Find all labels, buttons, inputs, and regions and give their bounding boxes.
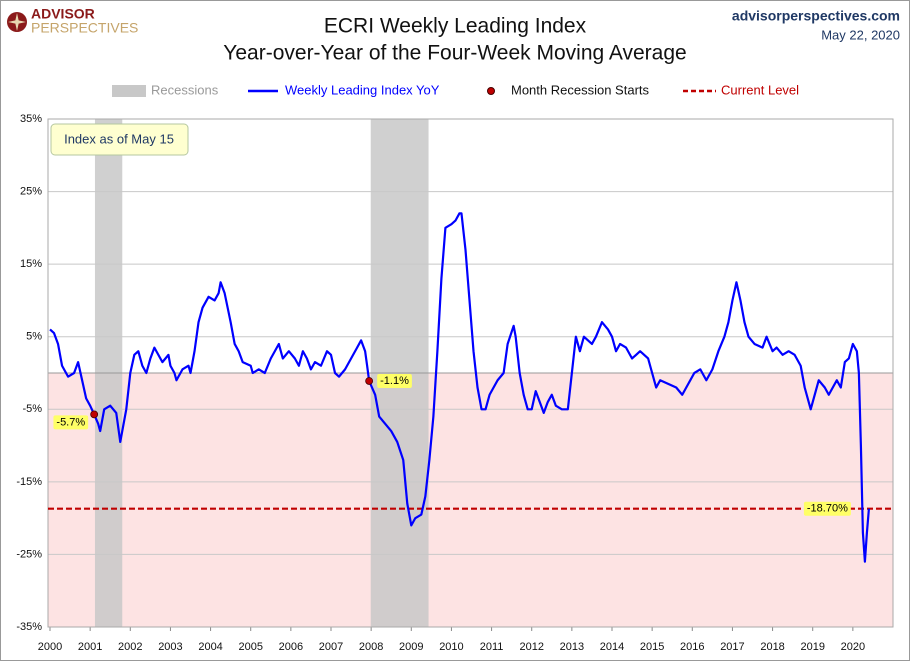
x-tick-label: 2015 xyxy=(640,641,664,653)
x-tick-label: 2003 xyxy=(158,641,182,653)
data-label-box xyxy=(377,373,412,388)
y-tick-label: 25% xyxy=(20,185,42,197)
x-tick-label: 2016 xyxy=(680,641,704,653)
x-tick-label: 2010 xyxy=(439,641,463,653)
logo-top: ADVISOR xyxy=(31,6,95,22)
chart-title: ECRI Weekly Leading Index xyxy=(324,15,587,38)
annotation-box xyxy=(50,123,189,156)
plot-border xyxy=(47,118,894,628)
data-label: -1.1% xyxy=(380,375,409,387)
site: advisorperspectives.com xyxy=(732,8,900,24)
x-tick-label: 2013 xyxy=(560,641,584,653)
legend-swatch xyxy=(487,87,495,95)
recession-start-dot xyxy=(90,410,99,419)
x-tick-label: 2004 xyxy=(198,641,222,653)
logo-bottom: PERSPECTIVES xyxy=(31,20,138,36)
logo: ADVISOR PERSPECTIVES xyxy=(7,6,138,36)
data-label: -5.7% xyxy=(56,416,85,428)
x-tick-label: 2007 xyxy=(319,641,343,653)
x-tick-label: 2017 xyxy=(720,641,744,653)
x-tick-label: 2011 xyxy=(480,641,504,653)
date: May 22, 2020 xyxy=(821,27,900,42)
x-tick-label: 2001 xyxy=(78,641,102,653)
x-tick-label: 2005 xyxy=(238,641,262,653)
legend-label: Recessions xyxy=(151,82,219,97)
x-tick-label: 2006 xyxy=(279,641,303,653)
x-tick-label: 2009 xyxy=(399,641,423,653)
data-label-box xyxy=(53,415,89,430)
logo-compass xyxy=(8,13,26,31)
y-tick-label: -5% xyxy=(22,403,42,415)
annotation: Index as of May 15 xyxy=(64,131,174,146)
x-tick-label: 2008 xyxy=(359,641,383,653)
x-tick-label: 2018 xyxy=(760,641,784,653)
data-label: -18.70% xyxy=(807,503,848,515)
chart-subtitle: Year-over-Year of the Four-Week Moving A… xyxy=(223,42,686,65)
legend-label: Weekly Leading Index YoY xyxy=(285,82,440,97)
negative-region xyxy=(48,373,893,627)
legend-swatch xyxy=(112,85,146,97)
y-tick-label: -35% xyxy=(16,621,42,633)
y-tick-label: 15% xyxy=(20,258,42,270)
data-label-box xyxy=(803,501,851,516)
x-tick-label: 2014 xyxy=(600,641,624,653)
legend-label: Month Recession Starts xyxy=(511,82,650,97)
series-line xyxy=(49,212,871,563)
recession-start-dot xyxy=(365,377,374,385)
x-tick-label: 2019 xyxy=(800,641,824,653)
y-tick-label: -25% xyxy=(16,548,42,560)
y-tick-label: -15% xyxy=(16,476,42,488)
y-tick-label: 35% xyxy=(20,113,42,125)
x-tick-label: 2020 xyxy=(841,641,865,653)
legend-label: Current Level xyxy=(721,82,799,97)
x-tick-label: 2002 xyxy=(118,641,142,653)
y-tick-label: 5% xyxy=(26,331,42,343)
x-tick-label: 2012 xyxy=(519,641,543,653)
legend: Recessions Weekly Leading Index YoY Month … xyxy=(112,82,799,97)
plot-area: -35% -25% -15% -5% 5% 15% 25% 35% 2000 2001 2002 20… xyxy=(16,113,894,653)
x-tick-label: 2000 xyxy=(38,641,62,653)
